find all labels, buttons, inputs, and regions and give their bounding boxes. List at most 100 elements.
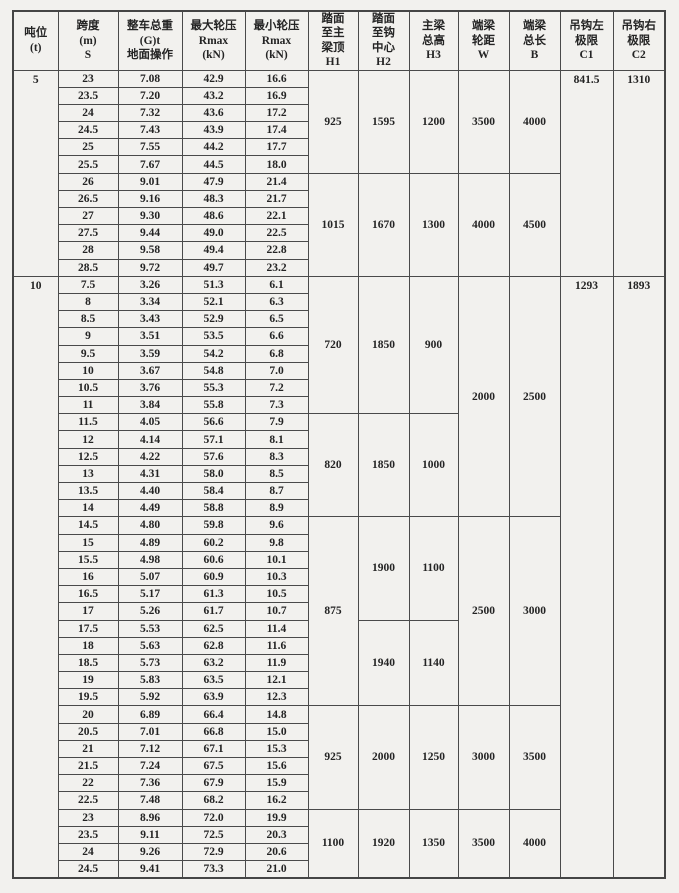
cell-min-wheel-load: 10.3 [244,567,309,587]
cell-span: 21 [57,739,119,759]
cell-span: 16.5 [57,585,119,604]
table-row: 16.5 5.17 61.3 10.5 [13,585,665,604]
cell-min-wheel-load: 6.3 [244,292,309,312]
cell-max-wheel-load: 42.9 [181,69,246,88]
table-row: 18.5 5.73 63.2 11.9 [13,653,665,673]
table-row: 22.5 7.48 68.2 16.2 [13,791,665,810]
cell-max-wheel-load: 44.5 [181,155,246,174]
cell-total-weight: 4.89 [117,533,183,552]
table-row: 12 4.14 57.1 8.1 [13,430,665,449]
cell-max-wheel-load: 73.3 [181,860,246,879]
cell-max-wheel-load: 43.2 [181,86,246,105]
cell-min-wheel-load: 14.8 [244,705,309,724]
cell-span: 13 [57,464,119,484]
cell-c1: 841.5 [559,69,614,277]
cell-max-wheel-load: 67.1 [181,739,246,759]
table-row: 23.5 9.11 72.5 20.3 [13,825,665,844]
table-row: 13.5 4.40 58.4 8.7 [13,481,665,501]
cell-b: 4000 [508,808,561,879]
cell-total-weight: 5.17 [117,585,183,604]
cell-max-wheel-load: 62.8 [181,636,246,655]
cell-max-wheel-load: 62.5 [181,619,246,638]
cell-max-wheel-load: 43.6 [181,103,246,123]
cell-span: 19 [57,671,119,690]
cell-total-weight: 9.58 [117,241,183,260]
cell-h2: 1670 [357,172,410,277]
header-span: 跨度 (m) S [57,10,119,71]
cell-span: 27 [57,206,119,226]
cell-min-wheel-load: 8.1 [244,430,309,449]
cell-span: 23 [57,808,119,827]
cell-span: 19.5 [57,688,119,707]
cell-max-wheel-load: 63.9 [181,688,246,707]
cell-h3: 1350 [408,808,459,879]
cell-span: 18.5 [57,653,119,673]
cell-min-wheel-load: 10.1 [244,550,309,569]
cell-max-wheel-load: 59.8 [181,516,246,535]
table-row: 19.5 5.92 63.9 12.3 [13,688,665,707]
cell-h2: 1850 [357,275,410,415]
cell-h3: 1140 [408,619,459,707]
cell-min-wheel-load: 16.9 [244,86,309,105]
cell-max-wheel-load: 57.6 [181,447,246,466]
cell-span: 28 [57,241,119,260]
cell-min-wheel-load: 6.8 [244,344,309,363]
cell-max-wheel-load: 61.7 [181,602,246,621]
table-row: 11.5 4.05 56.6 7.9 820 1850 1000 [13,413,665,518]
table-row: 19 5.83 63.5 12.1 [13,671,665,690]
cell-min-wheel-load: 20.3 [244,825,309,844]
cell-total-weight: 6.89 [117,705,183,724]
table-row: 21.5 7.24 67.5 15.6 [13,756,665,776]
cell-min-wheel-load: 15.6 [244,756,309,776]
cell-span: 14.5 [57,516,119,535]
cell-max-wheel-load: 61.3 [181,585,246,604]
cell-c2: 1893 [612,275,666,879]
cell-max-wheel-load: 67.9 [181,774,246,793]
cell-max-wheel-load: 49.4 [181,241,246,260]
header-b: 端梁 总长 B [508,10,561,71]
table-row: 28 9.58 49.4 22.8 [13,241,665,260]
cell-max-wheel-load: 60.2 [181,533,246,552]
cell-span: 15 [57,533,119,552]
table-row: 15.5 4.98 60.6 10.1 [13,550,665,569]
cell-max-wheel-load: 55.8 [181,396,246,415]
cell-max-wheel-load: 53.5 [181,327,246,346]
table-row: 27 9.30 48.6 22.1 [13,206,665,226]
cell-total-weight: 4.05 [117,413,183,432]
cell-total-weight: 9.72 [117,258,183,277]
cell-max-wheel-load: 47.9 [181,172,246,191]
cell-h3: 1200 [408,69,459,174]
cell-max-wheel-load: 52.1 [181,292,246,312]
cell-min-wheel-load: 9.8 [244,533,309,552]
cell-max-wheel-load: 68.2 [181,791,246,810]
cell-total-weight: 9.01 [117,172,183,191]
cell-max-wheel-load: 54.2 [181,344,246,363]
cell-max-wheel-load: 44.2 [181,138,246,157]
cell-total-weight: 4.49 [117,499,183,518]
cell-span: 17 [57,602,119,621]
cell-span: 25 [57,138,119,157]
cell-total-weight: 9.26 [117,842,183,862]
cell-min-wheel-load: 12.1 [244,671,309,690]
cell-tonnage: 5 [12,69,59,277]
cell-min-wheel-load: 15.3 [244,739,309,759]
table-row: 21 7.12 67.1 15.3 [13,739,665,759]
cell-b: 4000 [508,69,561,174]
table-row: 24 9.26 72.9 20.6 [13,842,665,862]
table-row: 28.5 9.72 49.7 23.2 [13,258,665,277]
cell-total-weight: 5.83 [117,671,183,690]
cell-max-wheel-load: 49.0 [181,224,246,243]
cell-min-wheel-load: 8.5 [244,464,309,484]
cell-total-weight: 4.40 [117,481,183,501]
cell-total-weight: 5.92 [117,688,183,707]
cell-max-wheel-load: 66.8 [181,722,246,741]
cell-max-wheel-load: 58.4 [181,481,246,501]
cell-total-weight: 3.84 [117,396,183,415]
cell-span: 15.5 [57,550,119,569]
cell-min-wheel-load: 21.7 [244,189,309,209]
cell-max-wheel-load: 63.5 [181,671,246,690]
cell-total-weight: 8.96 [117,808,183,827]
cell-span: 9 [57,327,119,346]
cell-min-wheel-load: 18.0 [244,155,309,174]
cell-max-wheel-load: 72.0 [181,808,246,827]
